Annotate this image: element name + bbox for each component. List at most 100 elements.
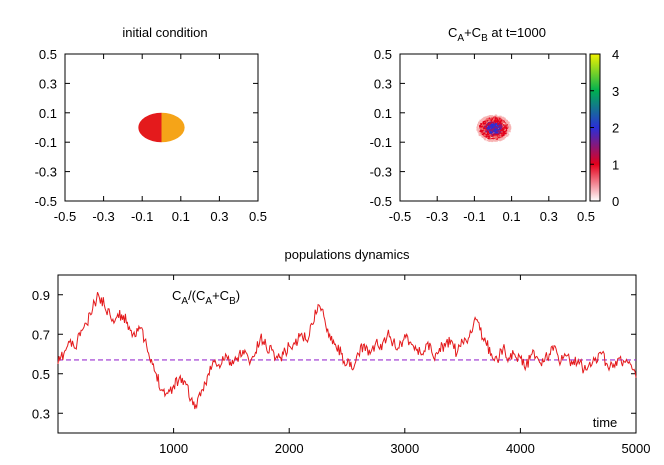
- density-dot: [492, 139, 495, 142]
- dynamics-panel: populations dynamics 0.9 0.7 0.5 0.3 1000 20…: [32, 247, 651, 456]
- state-title-sub-b: B: [481, 33, 488, 44]
- density-dot: [480, 121, 483, 123]
- density-dot: [498, 120, 500, 122]
- density-dot: [498, 121, 501, 124]
- density-dot: [487, 116, 490, 118]
- state-title-c: C: [448, 25, 457, 40]
- density-dot: [481, 135, 483, 137]
- colorbar-tick-label: 3: [612, 84, 619, 99]
- density-dot: [509, 129, 511, 131]
- density-dot: [494, 129, 496, 132]
- density-dot: [487, 122, 490, 124]
- x-tick-label: -0.5: [54, 209, 76, 224]
- density-dot: [497, 135, 499, 138]
- density-dot: [490, 119, 493, 122]
- density-dot: [495, 120, 498, 123]
- density-dot: [488, 118, 490, 121]
- density-dot: [500, 122, 502, 125]
- density-dot: [501, 132, 503, 135]
- density-dot: [490, 139, 493, 142]
- density-dot: [488, 127, 491, 129]
- density-dot: [486, 133, 489, 136]
- density-dot: [490, 127, 493, 130]
- density-dot: [479, 125, 481, 128]
- density-dot: [490, 125, 492, 127]
- density-dot: [498, 129, 500, 132]
- density-dot: [502, 135, 505, 138]
- density-dot: [488, 140, 490, 142]
- density-dot: [493, 127, 495, 130]
- density-dot: [507, 133, 510, 136]
- state-title-sub-a: A: [457, 33, 464, 44]
- density-dot: [484, 131, 486, 133]
- y-tick-label: 0.5: [32, 367, 50, 382]
- density-dot: [503, 136, 505, 138]
- density-dot: [482, 123, 485, 125]
- x-axis-label: time: [593, 415, 618, 430]
- density-dot: [504, 126, 506, 128]
- x-tick-label: 0.3: [540, 209, 558, 224]
- density-dot: [477, 125, 479, 127]
- density-dot: [489, 132, 492, 134]
- density-dot: [502, 121, 505, 123]
- density-dot: [480, 125, 483, 128]
- density-dot: [496, 138, 498, 140]
- y-tick-label: 0.5: [374, 47, 392, 62]
- ratio-annotation-c: C: [172, 288, 181, 303]
- density-dot: [509, 130, 511, 133]
- ratio-annotation-sub-a2: A: [205, 296, 212, 307]
- density-dot: [496, 117, 499, 120]
- density-dot: [491, 129, 493, 131]
- density-dot: [500, 138, 502, 140]
- x-tick-label: -0.3: [92, 209, 114, 224]
- density-dot: [500, 117, 502, 119]
- density-dot: [481, 130, 483, 132]
- density-dot: [502, 137, 505, 140]
- density-dot: [504, 129, 506, 131]
- density-dot: [491, 125, 493, 128]
- density-dot: [482, 117, 485, 120]
- density-dot: [484, 122, 487, 124]
- density-dot: [479, 121, 482, 123]
- density-dot: [507, 121, 509, 124]
- state-title-plus: +C: [464, 25, 481, 40]
- density-dot: [486, 129, 489, 132]
- initial-left-half: [138, 112, 162, 143]
- density-dot: [498, 136, 500, 139]
- density-dot: [479, 119, 482, 122]
- y-tick-label: 0.7: [32, 327, 50, 342]
- density-dot: [504, 119, 507, 121]
- density-dot: [491, 137, 494, 140]
- density-dot: [479, 124, 481, 127]
- density-dot: [503, 118, 506, 120]
- y-tick-label: -0.1: [35, 135, 57, 150]
- density-dot: [478, 122, 481, 124]
- state-panel-frame: [399, 53, 587, 202]
- density-dot: [489, 122, 491, 125]
- density-dot: [493, 120, 496, 123]
- dynamics-title: populations dynamics: [284, 247, 410, 262]
- density-dot: [507, 123, 510, 125]
- density-dot: [493, 116, 495, 119]
- density-dot: [501, 134, 504, 137]
- density-dot: [501, 127, 504, 130]
- x-tick-label: 0.1: [172, 209, 190, 224]
- density-dot: [487, 116, 489, 119]
- density-dot: [488, 137, 491, 140]
- density-dot: [501, 129, 503, 131]
- state-panel-title: CA+CB at t=1000: [448, 25, 546, 44]
- density-dot: [489, 115, 492, 118]
- density-dot: [500, 136, 503, 138]
- density-dot: [495, 136, 498, 138]
- density-dot: [506, 127, 509, 129]
- density-dot: [477, 131, 480, 133]
- density-dot: [505, 119, 508, 122]
- density-dot: [506, 134, 509, 137]
- density-dot: [498, 130, 500, 133]
- x-tick-label: -0.5: [389, 209, 411, 224]
- density-dot: [487, 123, 490, 125]
- density-dot: [507, 128, 510, 130]
- density-dot: [499, 117, 501, 120]
- density-dot: [494, 140, 497, 142]
